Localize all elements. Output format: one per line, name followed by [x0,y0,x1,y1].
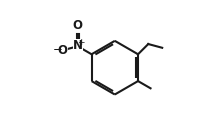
Text: N: N [73,39,83,52]
Text: O: O [58,44,68,57]
Text: −: − [53,43,63,56]
Text: O: O [73,19,83,32]
Text: +: + [77,38,84,47]
